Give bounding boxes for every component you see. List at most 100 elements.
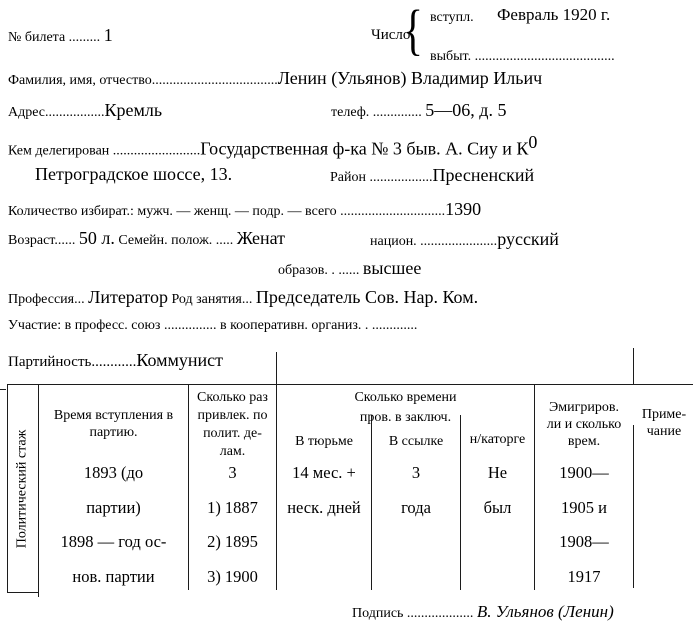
field-party: Партийность............Коммунист: [8, 350, 223, 371]
ticket-value: 1: [103, 25, 113, 45]
cell-emigration-line3: 1908—: [559, 532, 609, 551]
cell-arrests-line2: 1) 1887: [207, 497, 258, 517]
cell-prison: 14 мес. + неск. дней: [277, 456, 371, 525]
col-header-emigration-line1: Эмигриров.: [549, 400, 619, 415]
cell-join-line3: 1898 — год ос-: [60, 532, 167, 551]
cell-arrests-line4: 3) 1900: [207, 566, 258, 586]
field-age-family: Возраст...... 50 л. Семейн. полож. .....…: [8, 228, 285, 249]
nation-label: национ. ......................: [370, 234, 498, 249]
participation-label: Участие: в професс. союз ...............…: [8, 318, 418, 333]
family-value: Женат: [236, 228, 285, 248]
cell-exile-line1: 3: [411, 463, 421, 482]
delegated-label: Кем делегирован ........................…: [8, 143, 201, 159]
district-value: Пресненский: [432, 165, 535, 185]
col-header-emigration-line2: ли и сколько: [546, 417, 622, 432]
field-delegated: Кем делегирован ........................…: [8, 132, 537, 160]
group-header-confinement: Сколько времени пров. в заключ.: [277, 388, 534, 428]
cell-join-line4: нов. партии: [72, 566, 155, 586]
cell-emigration-line1: 1900—: [559, 463, 609, 482]
col-header-arrests-line4: лам.: [219, 444, 246, 459]
field-district: Район ..................Пресненский: [330, 165, 534, 186]
col-header-join: Время вступления в партию.: [39, 407, 188, 441]
col-header-join-line2: партию.: [89, 425, 138, 440]
col-header-notes-line1: Приме-: [641, 407, 687, 422]
field-education: образов. . ...... высшее: [278, 258, 421, 279]
col-header-arrests-line3: полит. де-: [203, 426, 262, 441]
age-value: 50 л.: [78, 228, 115, 248]
col-header-exile: В ссылке: [388, 434, 444, 449]
voters-label: Количество избират.: мужч. — женщ. — под…: [8, 204, 446, 219]
date-enter-value: Февраль 1920 г.: [497, 5, 611, 24]
table-vline-arrests-group: [276, 384, 277, 590]
field-profession: Профессия... Литератор Род занятия... Пр…: [8, 287, 478, 308]
col-header-prison: В тюрьме: [295, 434, 353, 449]
cell-exile-line2: года: [401, 497, 431, 517]
signature-label: Подпись ...................: [352, 606, 477, 621]
address-value: Кремль: [104, 100, 163, 120]
col-header-emigration-line3: врем.: [567, 434, 601, 449]
cell-exile: 3 года: [372, 456, 460, 525]
cell-katorga-line1: Не: [487, 463, 508, 482]
family-label: Семейн. полож. .....: [114, 233, 237, 248]
group-header-line1: Сколько времени: [354, 390, 457, 405]
margin-dash: [0, 389, 6, 390]
date-enter-label: вступл.: [430, 10, 474, 25]
date-leave-label: выбыт. .................................…: [430, 49, 615, 64]
field-voters: Количество избират.: мужч. — женщ. — под…: [8, 199, 481, 220]
age-label: Возраст......: [8, 233, 79, 248]
ticket-label: № билета .........: [8, 30, 104, 45]
cell-emigration-line2: 1905 и: [561, 497, 607, 517]
cell-emigration-line4: 1917: [567, 566, 601, 586]
cell-arrests-line3: 2) 1895: [207, 532, 258, 551]
occupation-value: Председатель Сов. Нар. Ком.: [255, 287, 479, 307]
field-phone: телеф. .............. 5—06, д. 5: [331, 100, 506, 121]
cell-katorga: Не был: [461, 456, 534, 525]
col-header-join-line1: Время вступления в: [53, 408, 174, 423]
field-ticket: № билета ......... 1: [8, 25, 113, 46]
profession-label: Профессия...: [8, 292, 89, 307]
cell-prison-line2: неск. дней: [287, 497, 361, 517]
table-vline-notes-above: [633, 348, 634, 384]
field-address: Адрес.................Кремль: [8, 100, 162, 121]
cell-arrests-line1: 3: [228, 463, 237, 482]
party-label: Партийность............: [8, 354, 137, 370]
date-group-label: Число: [371, 27, 411, 43]
delegated-value-sup: 0: [528, 132, 538, 152]
cell-join: 1893 (до партии) 1898 — год ос- нов. пар…: [39, 456, 188, 594]
table-vline-katorga-emig: [534, 384, 535, 590]
name-label: Фамилия, имя, отчество..................…: [8, 73, 278, 88]
street-value: Петроградское шоссе, 13.: [35, 164, 233, 184]
table-side-label: Политический стаж: [14, 429, 30, 548]
table-vline-prison-exile: [371, 415, 372, 590]
table-vline-emig-notes: [633, 425, 634, 588]
profession-value: Литератор: [88, 287, 168, 307]
occupation-label: Род занятия...: [167, 292, 256, 307]
education-label: образов. . ......: [278, 263, 363, 278]
table-vline-group-above: [276, 352, 277, 384]
cell-join-line2: партии): [86, 497, 141, 517]
cell-emigration: 1900— 1905 и 1908— 1917: [535, 456, 633, 594]
table-side-cell: Политический стаж: [7, 385, 38, 592]
field-nation: национ. ......................русский: [370, 229, 559, 250]
cell-arrests: 3 1) 1887 2) 1895 3) 1900: [189, 456, 276, 594]
brace-icon: {: [403, 0, 423, 61]
table-top-rule: [7, 384, 693, 385]
table-vline-exile-katorga: [460, 415, 461, 590]
field-signature: Подпись ................... В. Ульянов (…: [352, 602, 614, 622]
col-header-emigration: Эмигриров. ли и сколько врем.: [535, 399, 633, 450]
address-label: Адрес.................: [8, 105, 105, 120]
field-name: Фамилия, имя, отчество..................…: [8, 68, 542, 89]
col-header-notes-line2: чание: [646, 424, 682, 439]
delegated-value: Государственная ф-ка № 3 быв. А. Сиу и К: [200, 138, 529, 159]
col-header-arrests-line2: привлек. по: [197, 408, 268, 423]
district-label: Район ..................: [330, 170, 433, 185]
education-value: высшее: [362, 258, 422, 278]
group-header-line2: пров. в заключ.: [359, 410, 452, 425]
signature-value: В. Ульянов (Ленин): [476, 602, 614, 621]
col-header-arrests-line1: Сколько раз: [197, 390, 268, 405]
cell-katorga-line2: был: [483, 497, 512, 517]
col-header-notes: Приме- чание: [634, 406, 694, 440]
col-header-arrests: Сколько раз привлек. по полит. де- лам.: [189, 389, 276, 461]
table-vline-side: [38, 384, 39, 597]
